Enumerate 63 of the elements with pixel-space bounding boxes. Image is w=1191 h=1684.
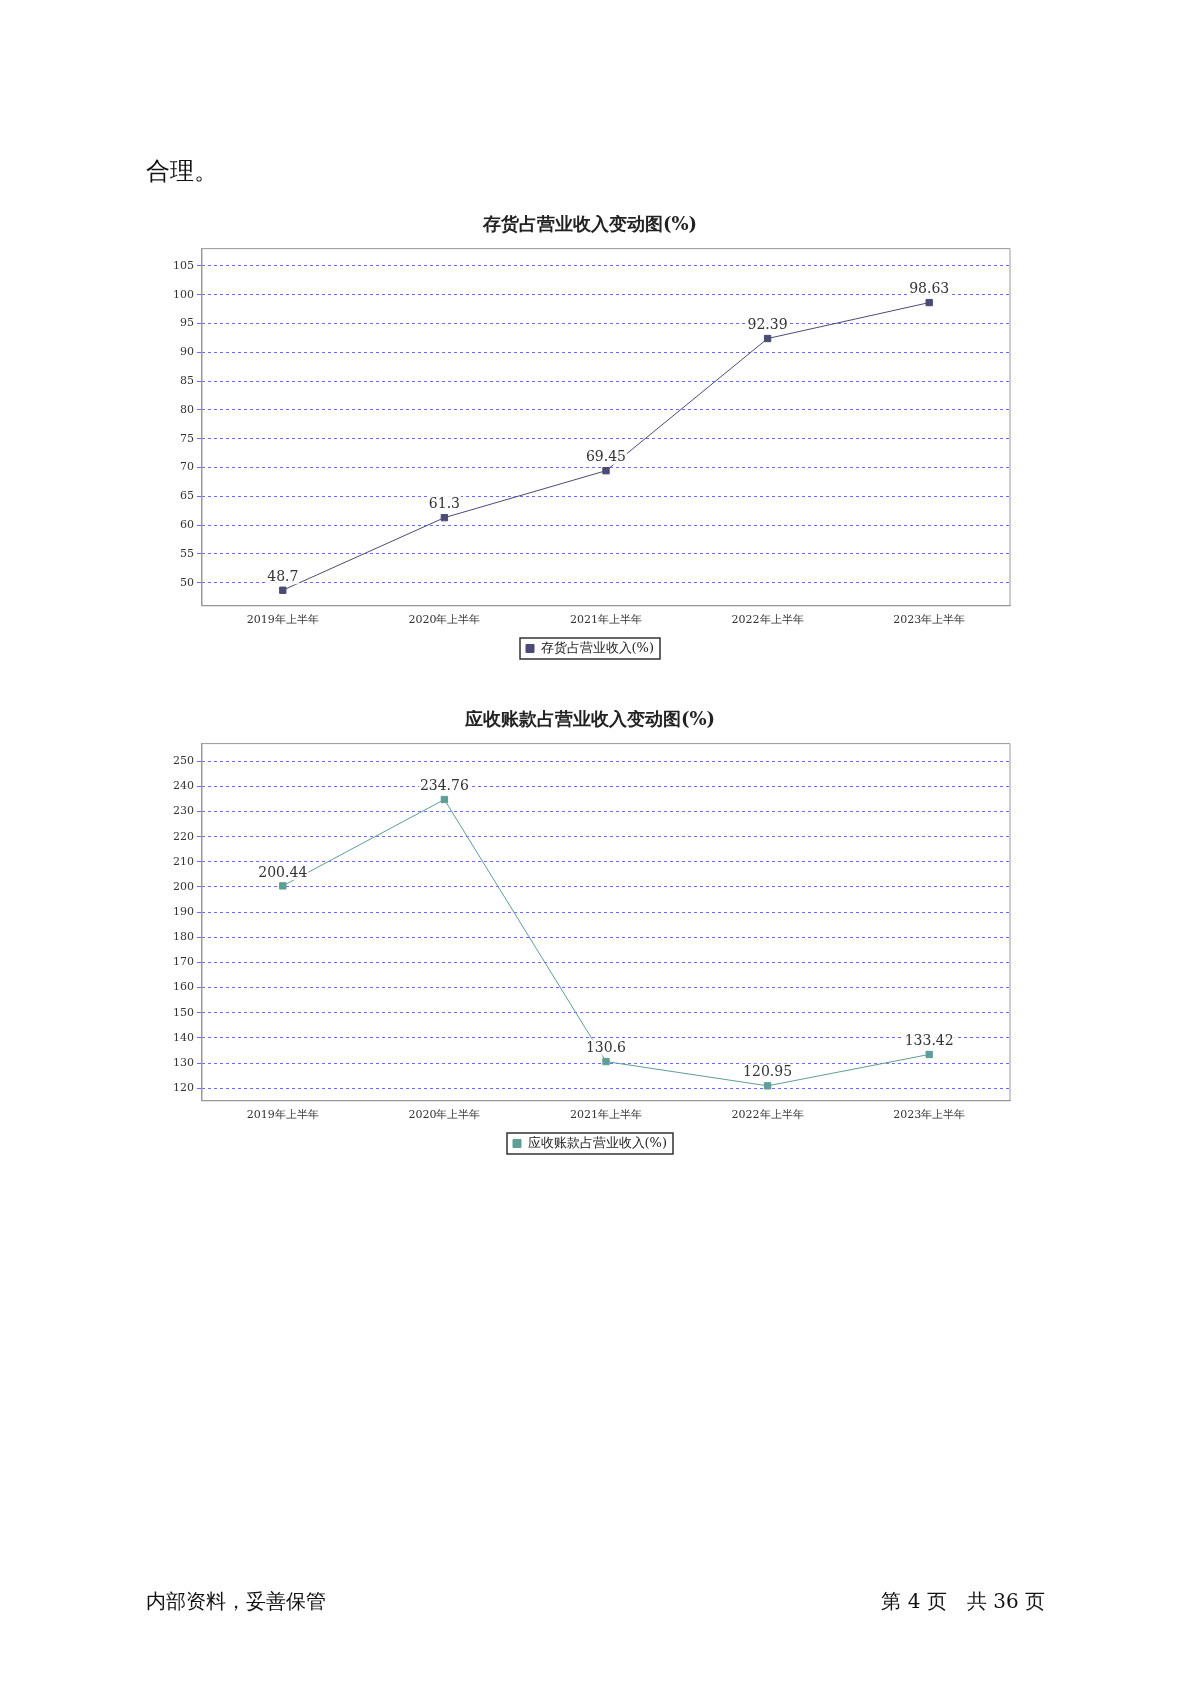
y-tick-label: 210 bbox=[173, 854, 194, 868]
data-label: 130.6 bbox=[585, 1039, 627, 1056]
legend-label: 存货占营业收入(%) bbox=[540, 639, 654, 655]
y-tick-label: 75 bbox=[180, 431, 194, 445]
data-label: 234.76 bbox=[419, 777, 469, 794]
y-tick-label: 70 bbox=[180, 460, 194, 474]
y-tick-label: 105 bbox=[173, 258, 194, 272]
y-tick-label: 130 bbox=[173, 1055, 194, 1069]
data-label: 120.95 bbox=[743, 1063, 793, 1080]
data-label: 133.42 bbox=[904, 1032, 954, 1049]
x-tick-label: 2020年上半年 bbox=[408, 613, 481, 627]
point bbox=[925, 1050, 933, 1059]
point bbox=[763, 334, 772, 343]
point bbox=[279, 586, 287, 594]
y-tick-label: 250 bbox=[173, 754, 194, 768]
data-label: 200.44 bbox=[258, 863, 308, 880]
y-tick-label: 60 bbox=[180, 518, 194, 531]
chart-title: 应收账款占营业收入变动图(%) bbox=[463, 708, 716, 730]
y-tick-label: 50 bbox=[180, 575, 194, 589]
y-tick-label: 190 bbox=[173, 905, 194, 918]
x-tick-label: 2023年上半年 bbox=[893, 613, 966, 627]
y-tick-label: 230 bbox=[173, 804, 194, 818]
y-tick-label: 200 bbox=[173, 879, 194, 893]
chart-title: 存货占营业收入变动图(%) bbox=[481, 213, 698, 235]
data-label: 61.3 bbox=[428, 495, 460, 512]
y-tick-label: 85 bbox=[180, 373, 194, 387]
y-tick-label: 90 bbox=[180, 345, 194, 359]
x-tick-label: 2022年上半年 bbox=[731, 1108, 804, 1122]
data-label: 92.39 bbox=[747, 316, 788, 333]
legend-label: 应收账款占营业收入(%) bbox=[527, 1134, 667, 1150]
data-label: 48.7 bbox=[267, 567, 299, 584]
data-label: 69.45 bbox=[585, 448, 627, 465]
y-tick-label: 140 bbox=[173, 1030, 194, 1044]
data-label: 98.63 bbox=[909, 280, 950, 297]
x-tick-label: 2022年上半年 bbox=[731, 613, 804, 627]
point bbox=[602, 1057, 610, 1066]
y-tick-label: 55 bbox=[180, 546, 194, 560]
point bbox=[602, 467, 610, 475]
x-tick-label: 2020年上半年 bbox=[408, 1108, 481, 1122]
x-tick-label: 2019年上半年 bbox=[246, 613, 319, 627]
y-tick-label: 180 bbox=[173, 930, 194, 944]
point bbox=[440, 795, 449, 804]
text: 合理。 bbox=[146, 156, 218, 187]
y-tick-label: 80 bbox=[180, 402, 194, 416]
y-tick-label: 160 bbox=[173, 980, 194, 994]
y-tick-label: 120 bbox=[173, 1081, 194, 1095]
y-tick-label: 95 bbox=[180, 316, 194, 330]
x-tick-label: 2019年上半年 bbox=[246, 1108, 319, 1122]
point bbox=[763, 1082, 772, 1090]
y-tick-label: 100 bbox=[173, 287, 194, 301]
x-tick-label: 2023年上半年 bbox=[893, 1108, 966, 1122]
point bbox=[925, 298, 933, 307]
point bbox=[440, 513, 449, 522]
x-tick-label: 2021年上半年 bbox=[570, 613, 642, 627]
y-tick-label: 65 bbox=[180, 489, 194, 503]
y-tick-label: 170 bbox=[173, 955, 194, 969]
y-tick-label: 150 bbox=[173, 1005, 194, 1019]
x-tick-label: 2021年上半年 bbox=[570, 1108, 642, 1122]
y-tick-label: 220 bbox=[173, 829, 194, 843]
text: 第 4 页 共 36 页 bbox=[881, 1588, 1045, 1615]
y-tick-label: 240 bbox=[173, 779, 194, 793]
text: 内部资料，妥善保管 bbox=[146, 1588, 326, 1615]
point bbox=[279, 882, 287, 890]
